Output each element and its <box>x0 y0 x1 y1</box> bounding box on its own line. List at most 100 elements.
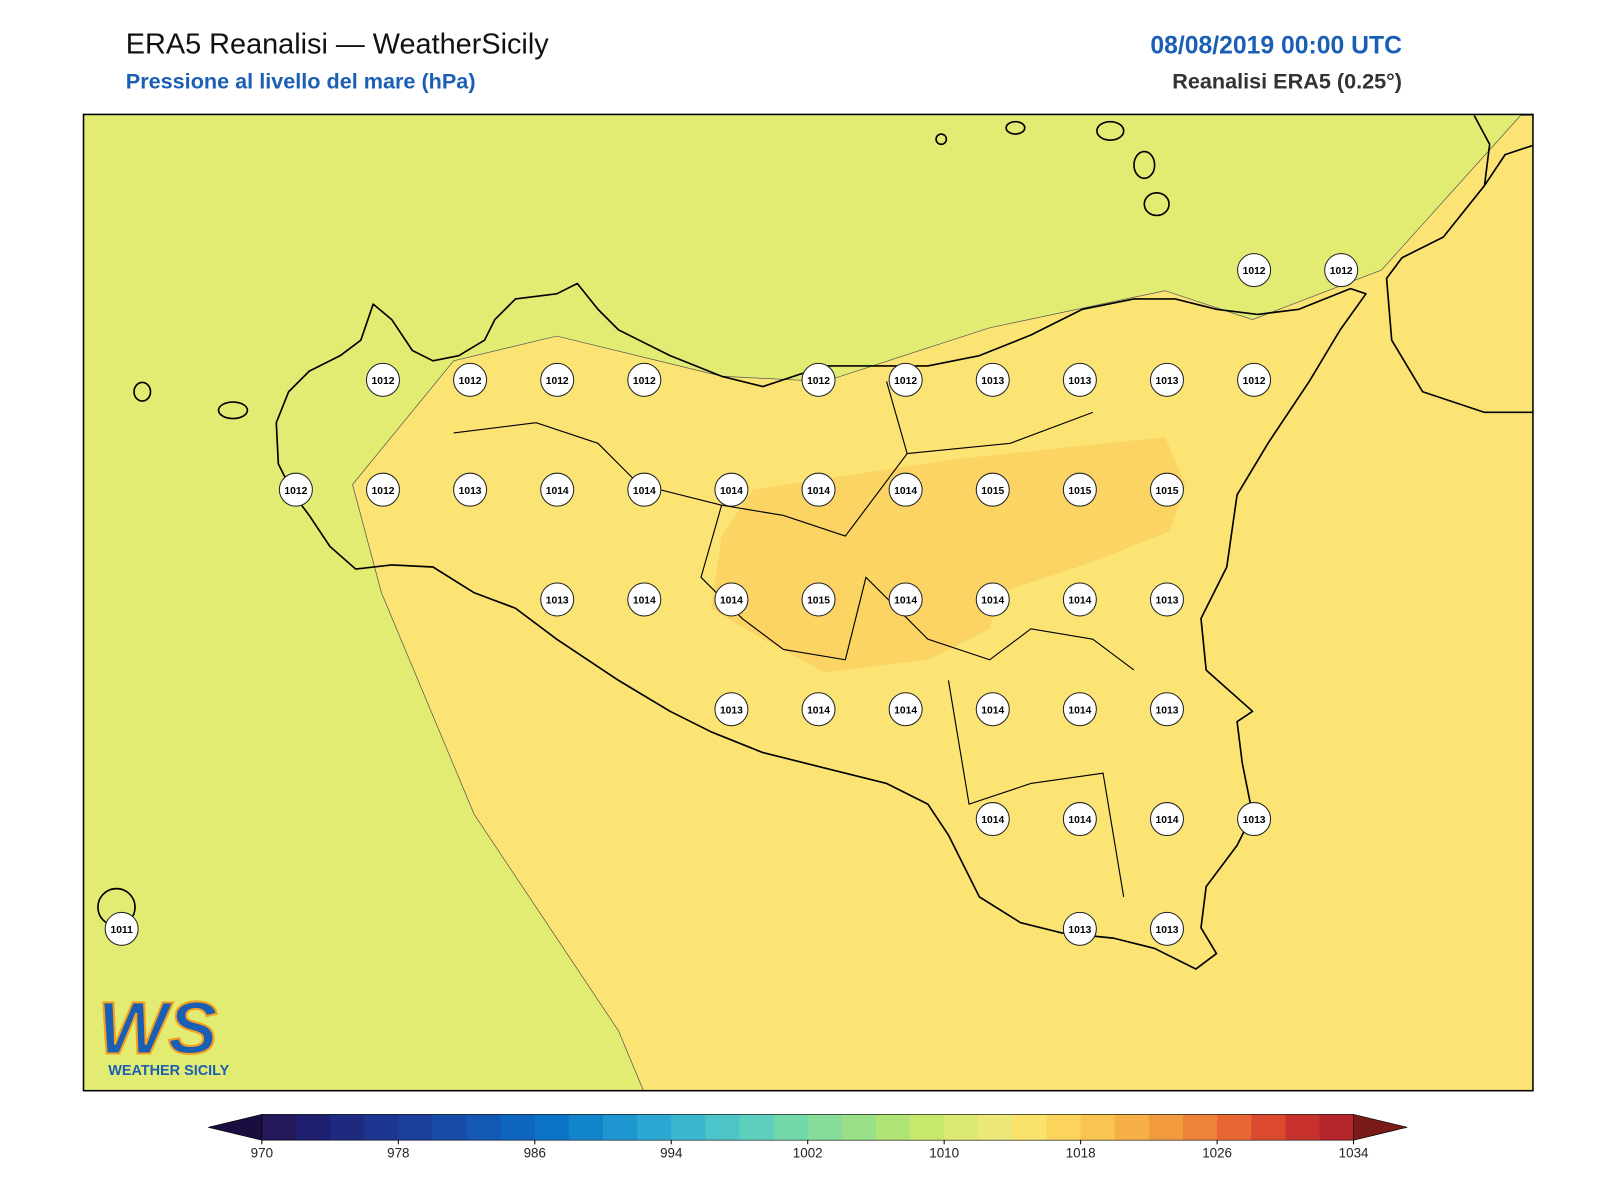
colorbar-segment <box>432 1114 468 1141</box>
station-marker <box>1062 472 1097 507</box>
logo-mark: WS <box>98 987 218 1070</box>
source: Reanalisi ERA5 (0.25°) <box>1172 69 1402 94</box>
station-marker <box>627 362 662 397</box>
logo-text: WEATHER SICILY <box>108 1063 229 1079</box>
station-marker <box>1149 802 1184 837</box>
island <box>217 401 249 420</box>
station-value: 1013 <box>981 376 1004 387</box>
station-marker <box>975 692 1010 727</box>
station-value: 1014 <box>807 705 830 716</box>
station-marker <box>714 582 749 617</box>
station-marker <box>1324 253 1359 288</box>
station-value: 1014 <box>894 596 917 607</box>
calabria-coast <box>1385 115 1533 414</box>
station-value: 1013 <box>459 486 482 497</box>
station-value: 1014 <box>807 486 830 497</box>
station-marker <box>801 472 836 507</box>
station-value: 1012 <box>894 376 917 387</box>
colorbar-segment <box>603 1114 638 1141</box>
station-marker <box>1149 362 1184 397</box>
station-marker <box>1062 692 1097 727</box>
island <box>1096 120 1125 142</box>
station-value: 1013 <box>1068 925 1091 936</box>
calabria-coast-north <box>1483 144 1533 187</box>
station-marker <box>975 362 1010 397</box>
colorbar-segment <box>1182 1114 1218 1141</box>
station-marker <box>1149 692 1184 727</box>
colorbar-tick-label: 1010 <box>929 1146 959 1161</box>
colorbar-tick-label: 1034 <box>1339 1146 1369 1161</box>
colorbar-segment <box>568 1114 604 1141</box>
station-value: 1014 <box>1068 815 1091 826</box>
station-marker <box>801 692 836 727</box>
station-value: 1012 <box>1243 376 1266 387</box>
station-marker <box>540 472 575 507</box>
station-value: 1014 <box>894 486 917 497</box>
station-value: 1015 <box>1068 486 1091 497</box>
station-marker <box>975 802 1010 837</box>
station-value: 1013 <box>1156 925 1179 936</box>
date: 08/08/2019 00:00 UTC <box>1150 33 1402 60</box>
station-value: 1012 <box>372 486 395 497</box>
station-marker <box>1062 362 1097 397</box>
colorbar-segment <box>807 1114 843 1141</box>
stations: 1012 1012 1012 1012 1012 1012 1012 1012 1013 1013… <box>104 253 1359 946</box>
station-marker <box>714 472 749 507</box>
station-marker <box>104 911 139 946</box>
station-value: 1012 <box>1330 266 1353 277</box>
subtitle: Pressione al livello del mare (hPa) <box>126 69 476 94</box>
station-marker <box>453 472 488 507</box>
colorbar: 970 978 986 994 1002 1010 1018 1026 1034 <box>208 1114 1408 1161</box>
station-value: 1013 <box>546 596 569 607</box>
station-marker <box>540 362 575 397</box>
station-marker <box>1237 802 1272 837</box>
station-value: 1015 <box>981 486 1004 497</box>
station-value: 1013 <box>1156 596 1179 607</box>
station-value: 1015 <box>1156 486 1179 497</box>
colorbar-segment <box>1148 1114 1184 1141</box>
station-marker <box>714 692 749 727</box>
colorbar-segment <box>637 1114 672 1141</box>
station-value: 1013 <box>1156 376 1179 387</box>
colorbar-segment <box>1114 1114 1150 1141</box>
station-marker <box>888 692 923 727</box>
colorbar-segment <box>773 1114 809 1141</box>
station-marker <box>1062 802 1097 837</box>
island <box>935 133 948 146</box>
canvas: ERA5 Reanalisi — WeatherSicily Pressione… <box>82 29 1534 1161</box>
station-value: 1014 <box>1156 815 1179 826</box>
station-value: 1014 <box>981 705 1004 716</box>
colorbar-segment <box>705 1114 740 1141</box>
colorbar-segment <box>875 1114 911 1141</box>
colorbar-tick-label: 1002 <box>793 1146 823 1161</box>
station-value: 1014 <box>633 486 656 497</box>
station-value: 1012 <box>459 376 482 387</box>
colorbar-segment <box>364 1114 399 1141</box>
colorbar-segment <box>466 1114 502 1141</box>
island <box>1133 150 1156 180</box>
colorbar-segment <box>398 1114 433 1141</box>
colorbar-segment <box>978 1114 1013 1141</box>
colorbar-over <box>1353 1114 1408 1141</box>
colorbar-segment <box>534 1114 570 1141</box>
station-marker <box>1149 911 1184 946</box>
station-marker <box>1149 582 1184 617</box>
station-value: 1014 <box>981 815 1004 826</box>
station-marker <box>1237 362 1272 397</box>
colorbar-tick-label: 994 <box>660 1146 683 1161</box>
station-value: 1012 <box>1243 266 1266 277</box>
station-value: 1014 <box>720 596 743 607</box>
station-value: 1014 <box>981 596 1004 607</box>
province-borders <box>453 381 1135 897</box>
colorbar-segment <box>295 1114 331 1141</box>
station-marker <box>540 582 575 617</box>
station-value: 1015 <box>807 596 830 607</box>
station-value: 1012 <box>284 486 307 497</box>
station-value: 1012 <box>546 376 569 387</box>
station-marker <box>888 472 923 507</box>
station-value: 1012 <box>633 376 656 387</box>
colorbar-segment <box>910 1114 945 1141</box>
colorbar-segment <box>1251 1114 1286 1141</box>
colorbar-segment <box>841 1114 877 1141</box>
